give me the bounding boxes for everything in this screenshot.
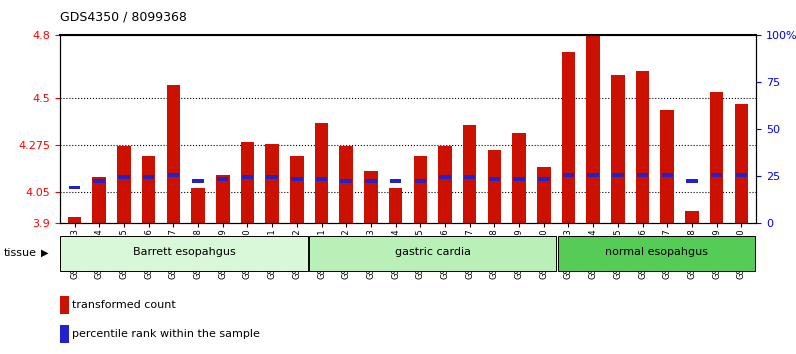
Bar [60,236,308,270]
Text: Barrett esopahgus: Barrett esopahgus [133,247,236,257]
Text: GDS4350 / 8099368: GDS4350 / 8099368 [60,11,186,24]
Bar [463,125,477,223]
Bar [60,325,68,343]
Bar [661,173,673,177]
Bar [415,179,426,183]
Bar [685,211,699,223]
Bar [68,217,81,223]
Bar [686,179,698,183]
Bar [439,175,451,179]
Bar [636,71,650,223]
Bar [538,177,549,181]
Text: normal esopahgus: normal esopahgus [605,247,708,257]
Bar [488,150,501,223]
Bar [661,110,674,223]
Bar [587,173,599,177]
Bar [118,175,130,179]
Bar [513,133,526,223]
Bar [193,179,204,183]
Text: gastric cardia: gastric cardia [395,247,470,257]
Bar [464,175,475,179]
Bar [217,177,228,181]
Text: ▶: ▶ [41,248,49,258]
Bar [611,75,625,223]
Bar [413,156,427,223]
Bar [364,171,377,223]
Bar [587,35,600,223]
Bar [117,146,131,223]
Bar [290,156,303,223]
Bar [562,52,576,223]
Bar [388,188,403,223]
Bar [142,175,154,179]
Bar [735,104,748,223]
Bar [93,179,105,183]
Bar [242,175,253,179]
Text: percentile rank within the sample: percentile rank within the sample [72,329,260,339]
Bar [439,146,452,223]
Bar [537,167,551,223]
Bar [736,173,747,177]
Bar [309,236,556,270]
Bar [710,92,724,223]
Bar [365,179,377,183]
Bar [390,179,401,183]
Bar [68,186,80,189]
Bar [339,146,353,223]
Bar [489,177,500,181]
Bar [216,175,229,223]
Bar [711,173,723,177]
Text: transformed count: transformed count [72,299,176,310]
Bar [341,179,352,183]
Bar [563,173,574,177]
Bar [513,177,525,181]
Bar [191,188,205,223]
Bar [612,173,623,177]
Bar [240,142,254,223]
Bar [60,296,68,314]
Bar [637,173,649,177]
Bar [558,236,755,270]
Bar [142,156,155,223]
Bar [291,177,302,181]
Bar [267,175,278,179]
Bar [316,177,327,181]
Bar [314,123,328,223]
Bar [92,177,106,223]
Bar [265,144,279,223]
Bar [166,85,180,223]
Bar [167,173,179,177]
Text: tissue: tissue [4,248,37,258]
